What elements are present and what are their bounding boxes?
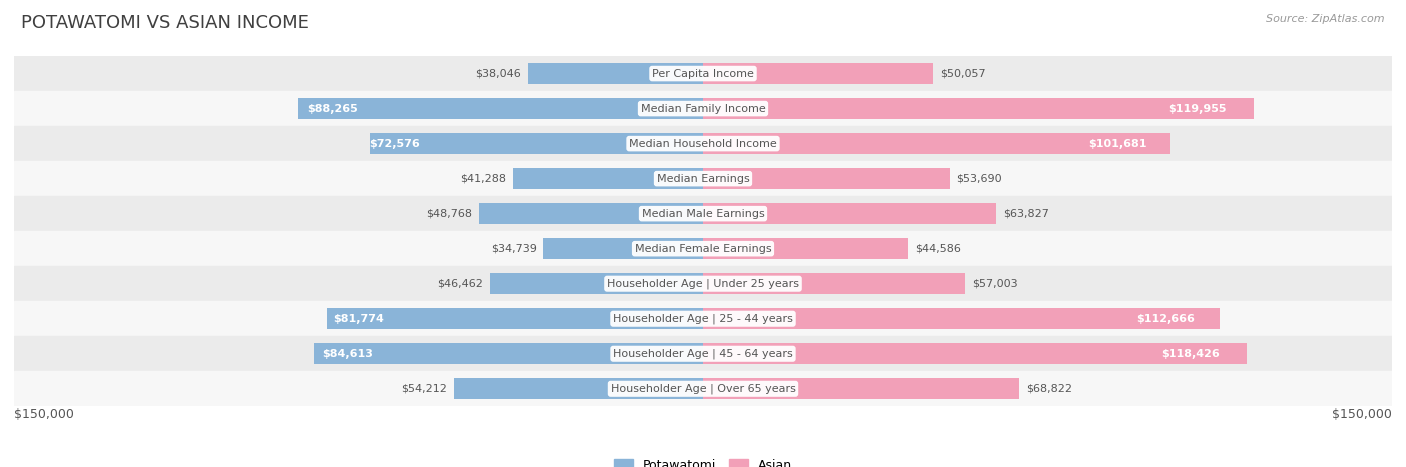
Bar (703, 203, 997, 224)
Bar (703, 308, 1220, 329)
Text: $88,265: $88,265 (308, 104, 359, 113)
Text: $46,462: $46,462 (437, 279, 482, 289)
Bar (703, 168, 949, 189)
Text: Median Male Earnings: Median Male Earnings (641, 209, 765, 219)
Bar (14, 301, 1392, 336)
Text: $41,288: $41,288 (461, 174, 506, 184)
Bar (703, 238, 908, 259)
Text: $81,774: $81,774 (333, 314, 384, 324)
Bar (703, 133, 1170, 154)
Bar (14, 126, 1392, 161)
Bar (370, 133, 703, 154)
Text: $101,681: $101,681 (1088, 139, 1147, 149)
Text: Median Household Income: Median Household Income (628, 139, 778, 149)
Text: Median Family Income: Median Family Income (641, 104, 765, 113)
Bar (328, 308, 703, 329)
Text: $119,955: $119,955 (1168, 104, 1226, 113)
Bar (703, 378, 1019, 399)
Text: Median Female Earnings: Median Female Earnings (634, 244, 772, 254)
Text: POTAWATOMI VS ASIAN INCOME: POTAWATOMI VS ASIAN INCOME (21, 14, 309, 32)
Text: $68,822: $68,822 (1026, 384, 1071, 394)
Text: $84,613: $84,613 (322, 349, 373, 359)
Bar (703, 273, 965, 294)
Bar (315, 343, 703, 364)
Bar (14, 371, 1392, 406)
Bar (544, 238, 703, 259)
Bar (703, 63, 934, 84)
Text: $118,426: $118,426 (1161, 349, 1220, 359)
Bar (479, 203, 703, 224)
Bar (489, 273, 703, 294)
Text: Householder Age | Under 25 years: Householder Age | Under 25 years (607, 278, 799, 289)
Bar (454, 378, 703, 399)
Bar (14, 266, 1392, 301)
Bar (14, 196, 1392, 231)
Text: Householder Age | 45 - 64 years: Householder Age | 45 - 64 years (613, 348, 793, 359)
Text: Householder Age | Over 65 years: Householder Age | Over 65 years (610, 383, 796, 394)
Text: $38,046: $38,046 (475, 69, 522, 78)
Text: $53,690: $53,690 (956, 174, 1002, 184)
Bar (14, 231, 1392, 266)
Text: $34,739: $34,739 (491, 244, 537, 254)
Text: Householder Age | 25 - 44 years: Householder Age | 25 - 44 years (613, 313, 793, 324)
Bar (14, 336, 1392, 371)
Bar (298, 98, 703, 119)
Text: Per Capita Income: Per Capita Income (652, 69, 754, 78)
Bar (529, 63, 703, 84)
Text: $48,768: $48,768 (426, 209, 472, 219)
Bar (14, 91, 1392, 126)
Text: $63,827: $63,827 (1002, 209, 1049, 219)
Text: $150,000: $150,000 (1331, 408, 1392, 421)
Text: $72,576: $72,576 (368, 139, 419, 149)
Text: Median Earnings: Median Earnings (657, 174, 749, 184)
Bar (703, 98, 1254, 119)
Text: Source: ZipAtlas.com: Source: ZipAtlas.com (1267, 14, 1385, 24)
Text: $50,057: $50,057 (939, 69, 986, 78)
Text: $57,003: $57,003 (972, 279, 1018, 289)
Bar (703, 343, 1247, 364)
Bar (513, 168, 703, 189)
Text: $44,586: $44,586 (915, 244, 960, 254)
Text: $150,000: $150,000 (14, 408, 75, 421)
Bar (14, 161, 1392, 196)
Text: $112,666: $112,666 (1136, 314, 1195, 324)
Bar (14, 56, 1392, 91)
Legend: Potawatomi, Asian: Potawatomi, Asian (609, 454, 797, 467)
Text: $54,212: $54,212 (401, 384, 447, 394)
